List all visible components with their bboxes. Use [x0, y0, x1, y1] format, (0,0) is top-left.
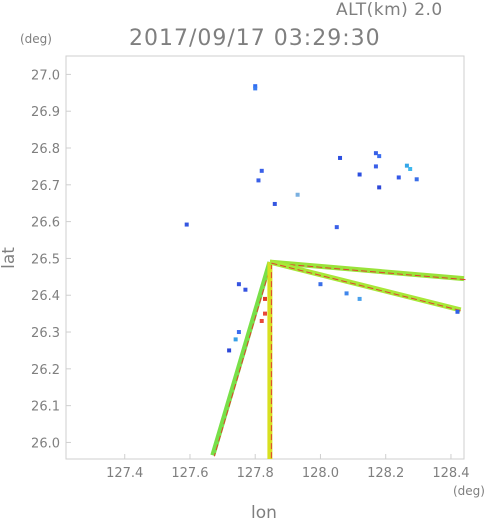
x-tick-label: 127.8	[237, 466, 274, 481]
echo-point	[318, 282, 323, 287]
echo-point	[256, 178, 261, 183]
x-axis-unit: (deg)	[453, 484, 485, 498]
echo-point	[236, 282, 241, 287]
echo-point	[357, 296, 362, 301]
echo-point	[404, 163, 409, 168]
y-tick-label: 26.0	[31, 436, 60, 451]
echo-point	[377, 154, 382, 159]
echo-points	[184, 84, 460, 353]
x-tick-label: 128.4	[432, 466, 469, 481]
echo-point	[259, 318, 264, 323]
echo-point	[295, 192, 300, 197]
echo-point	[344, 291, 349, 296]
radar-beam	[269, 259, 462, 313]
y-tick-label: 26.5	[31, 252, 60, 267]
x-tick-label: 127.6	[171, 466, 208, 481]
echo-point	[373, 151, 378, 156]
echo-point	[373, 164, 378, 169]
echo-point	[455, 309, 460, 314]
y-tick-label: 26.2	[31, 363, 60, 378]
echo-point	[414, 177, 419, 182]
echo-point	[227, 348, 232, 353]
echo-point	[184, 222, 189, 227]
y-tick-label: 26.9	[31, 105, 60, 120]
y-tick-label: 26.4	[31, 289, 60, 304]
y-tick-label: 26.1	[31, 400, 60, 415]
y-tick-label: 27.0	[31, 68, 60, 83]
echo-point	[259, 168, 264, 173]
echo-point	[253, 86, 258, 91]
echo-point	[263, 296, 267, 301]
plot-frame	[65, 55, 465, 460]
echo-point	[233, 337, 238, 342]
x-tick-label: 127.4	[106, 466, 143, 481]
echo-point	[272, 201, 277, 206]
echo-point	[243, 287, 248, 292]
echo-point	[408, 166, 413, 171]
y-tick-label: 26.3	[31, 326, 60, 341]
y-tick-label: 26.7	[31, 179, 60, 194]
y-tick-label: 26.6	[31, 216, 60, 231]
echo-point	[334, 225, 339, 230]
y-ticks: 26.0 26.1 26.2 26.3 26.4 26.5 26.6 26.7 26.8 26.9…	[31, 68, 71, 451]
timestamp-title: 2017/09/17 03:29:30	[129, 26, 381, 51]
x-tick-label: 128.2	[367, 466, 404, 481]
radar-beam-edge	[213, 262, 272, 457]
altitude-label: ALT(km) 2.0	[336, 0, 443, 20]
echo-point	[357, 172, 362, 177]
y-axis-unit: (deg)	[20, 32, 52, 46]
echo-point	[236, 330, 241, 335]
echo-point	[253, 84, 258, 89]
radar-beam-edge	[271, 262, 466, 281]
radar-beam	[269, 259, 465, 282]
x-ticks: 127.4 127.6 127.8 128.0 128.2 128.4	[106, 454, 470, 481]
y-tick-label: 26.8	[31, 142, 60, 157]
echo-point	[377, 185, 382, 190]
radar-beam-edge	[271, 262, 463, 312]
radar-beam	[210, 261, 273, 457]
echo-point	[338, 155, 343, 160]
x-tick-label: 128.0	[302, 466, 339, 481]
radar-beams	[210, 259, 466, 460]
echo-point	[263, 311, 267, 316]
echo-point	[396, 175, 401, 180]
x-axis-label: lon	[251, 503, 277, 523]
